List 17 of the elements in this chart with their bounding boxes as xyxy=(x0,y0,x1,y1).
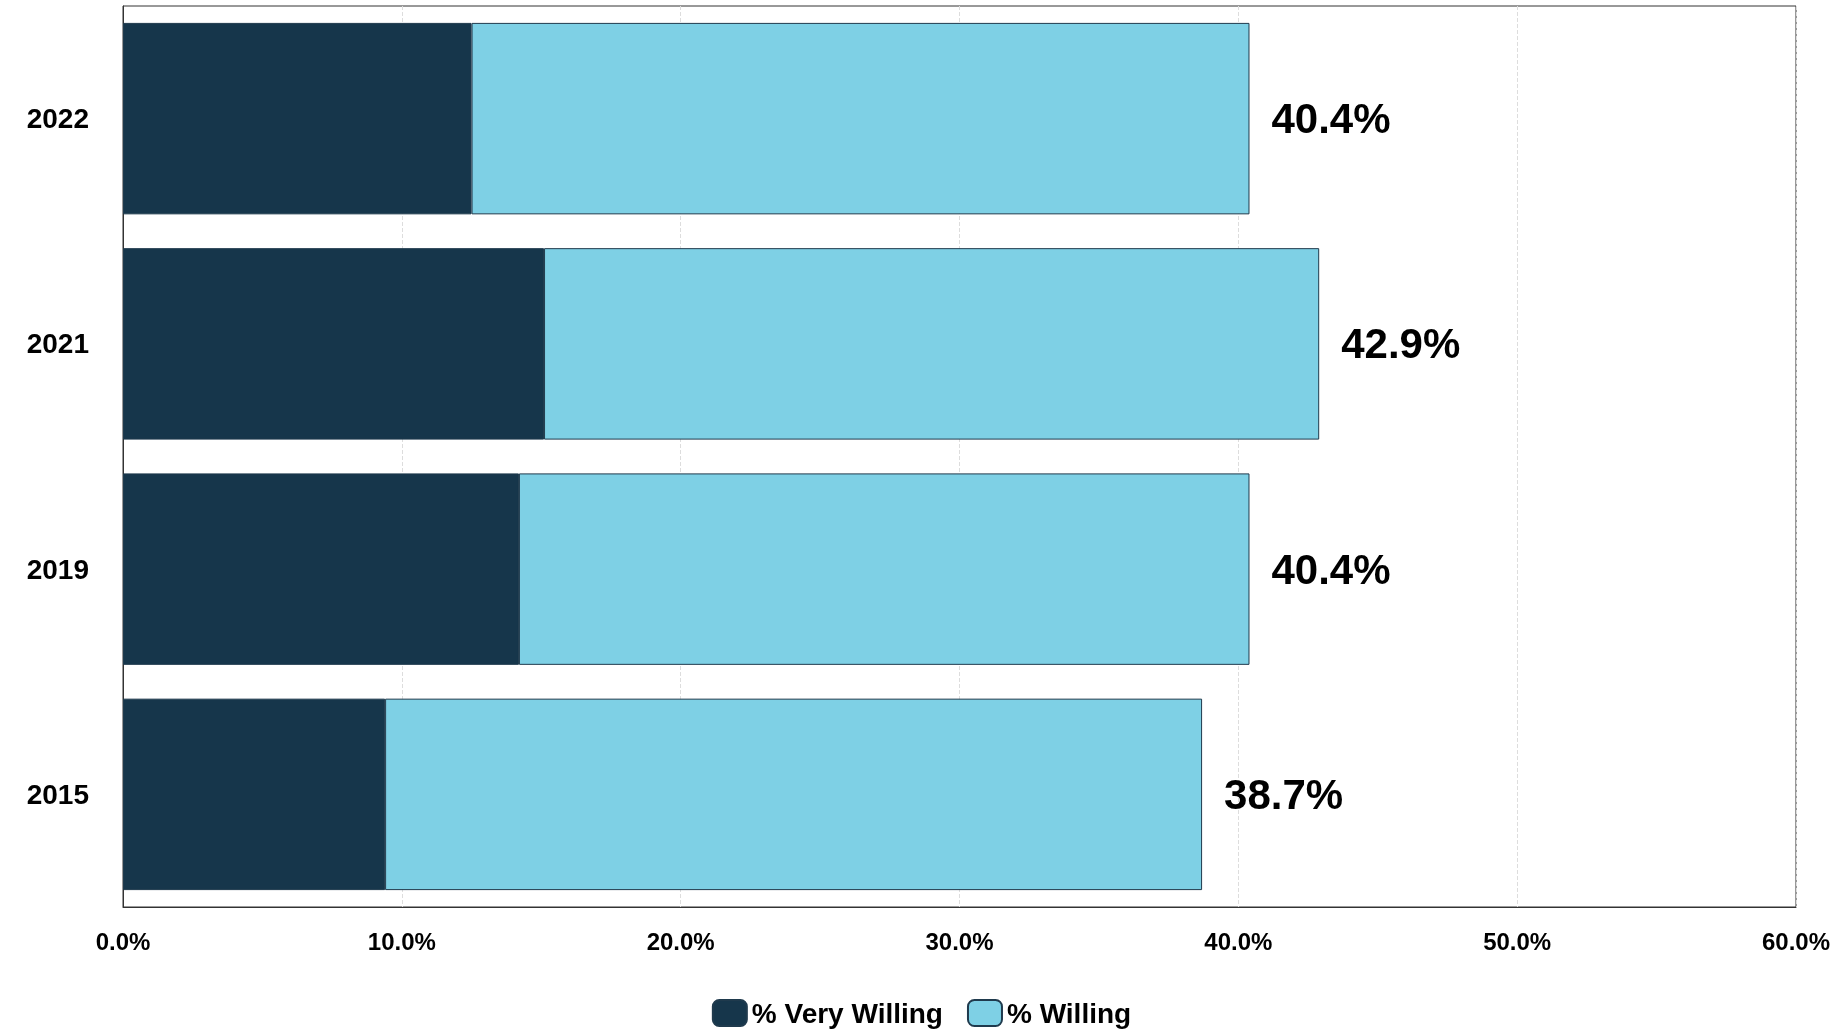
y-tick-label: 2022 xyxy=(26,103,89,135)
y-tick-label: 2015 xyxy=(26,778,89,810)
x-tick-label: 30.0% xyxy=(925,927,994,955)
total-label: 40.4% xyxy=(1271,95,1391,143)
x-tick-label: 10.0% xyxy=(367,927,436,955)
total-label: 42.9% xyxy=(1341,320,1461,368)
x-tick-label: 50.0% xyxy=(1483,927,1552,955)
x-tick-label: 0.0% xyxy=(95,927,151,955)
total-label: 38.7% xyxy=(1224,770,1344,818)
total-label: 40.4% xyxy=(1271,545,1391,593)
legend-label: % Very Willing xyxy=(751,997,943,1029)
x-tick-label: 20.0% xyxy=(646,927,715,955)
legend-label: % Willing xyxy=(1006,997,1132,1029)
y-tick-label: 2019 xyxy=(26,553,89,585)
x-tick-label: 40.0% xyxy=(1204,927,1273,955)
y-tick-label: 2021 xyxy=(26,328,89,360)
x-tick-label: 60.0% xyxy=(1761,927,1831,955)
